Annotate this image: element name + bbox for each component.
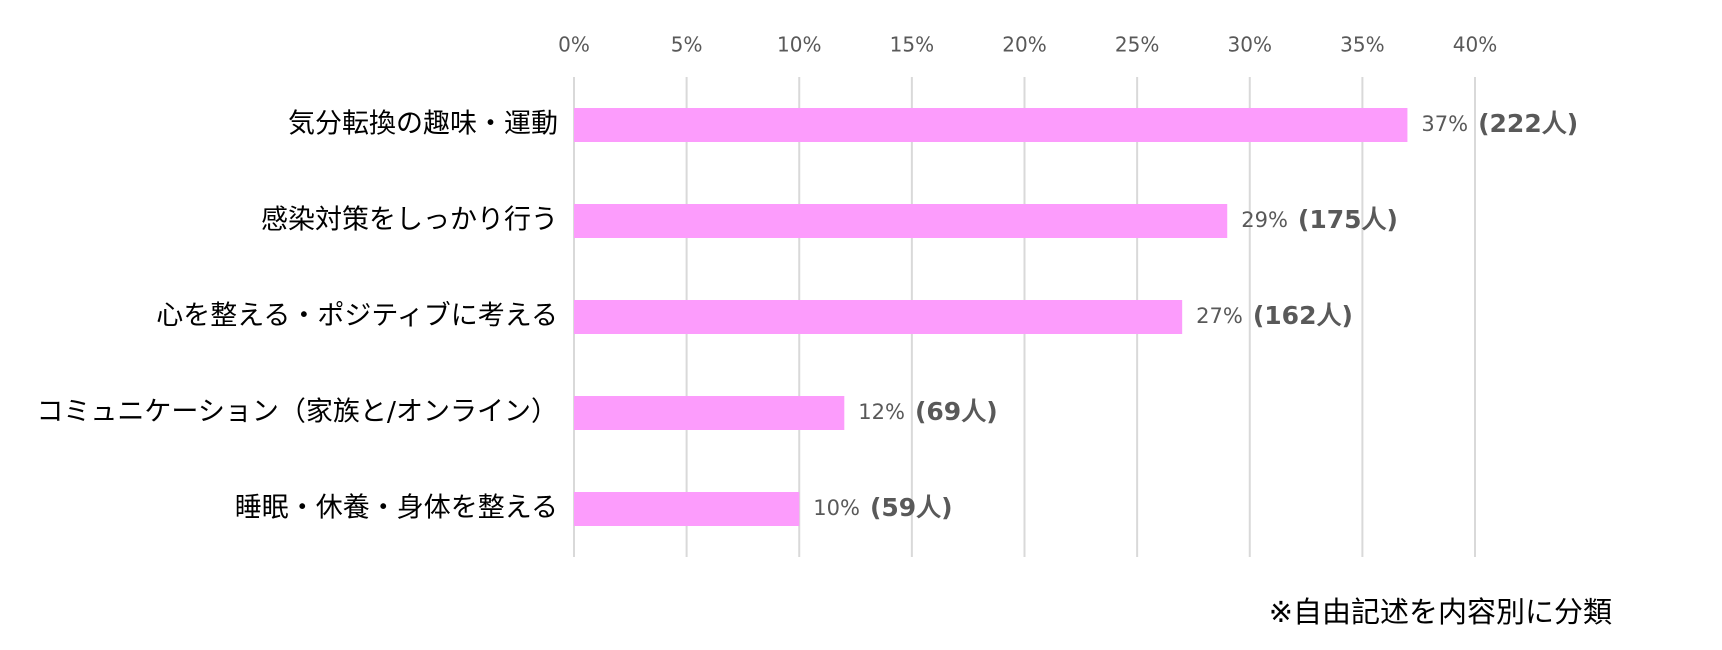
value-label: 10%	[813, 496, 860, 520]
bar	[574, 204, 1228, 238]
category-label: コミュニケーション（家族と/オンライン）	[36, 397, 558, 428]
count-label: (69人)	[915, 397, 998, 426]
data-label: 27% (162人)	[1196, 301, 1353, 330]
data-label: 29% (175人)	[1241, 205, 1398, 234]
x-tick-label: 10%	[777, 33, 821, 57]
note: ※自由記述を内容別に分類	[1269, 595, 1612, 629]
bar	[574, 396, 845, 430]
value-label: 29%	[1241, 208, 1288, 232]
x-tick-label: 0%	[558, 33, 590, 57]
bar	[574, 492, 800, 526]
count-label: (175人)	[1298, 205, 1398, 234]
x-tick-label: 15%	[890, 33, 934, 57]
category-label: 気分転換の趣味・運動	[288, 109, 558, 140]
count-label: (222人)	[1478, 109, 1578, 138]
data-label: 37% (222人)	[1421, 109, 1578, 138]
data-label: 10% (59人)	[813, 493, 952, 522]
x-tick-label: 5%	[671, 33, 703, 57]
data-label: 12% (69人)	[858, 397, 997, 426]
x-tick-label: 30%	[1228, 33, 1272, 57]
category-label: 感染対策をしっかり行う	[261, 205, 558, 236]
x-tick-label: 40%	[1453, 33, 1497, 57]
value-label: 37%	[1421, 112, 1468, 136]
bar	[574, 300, 1183, 334]
x-tick-label: 20%	[1002, 33, 1046, 57]
value-label: 12%	[858, 400, 905, 424]
category-label: 睡眠・休養・身体を整える	[235, 493, 558, 524]
category-label: 心を整える・ポジティブに考える	[156, 301, 558, 332]
x-tick-label: 35%	[1340, 33, 1384, 57]
bar	[574, 108, 1408, 142]
x-tick-label: 25%	[1115, 33, 1159, 57]
count-label: (162人)	[1253, 301, 1353, 330]
count-label: (59人)	[870, 493, 953, 522]
value-label: 27%	[1196, 304, 1243, 328]
